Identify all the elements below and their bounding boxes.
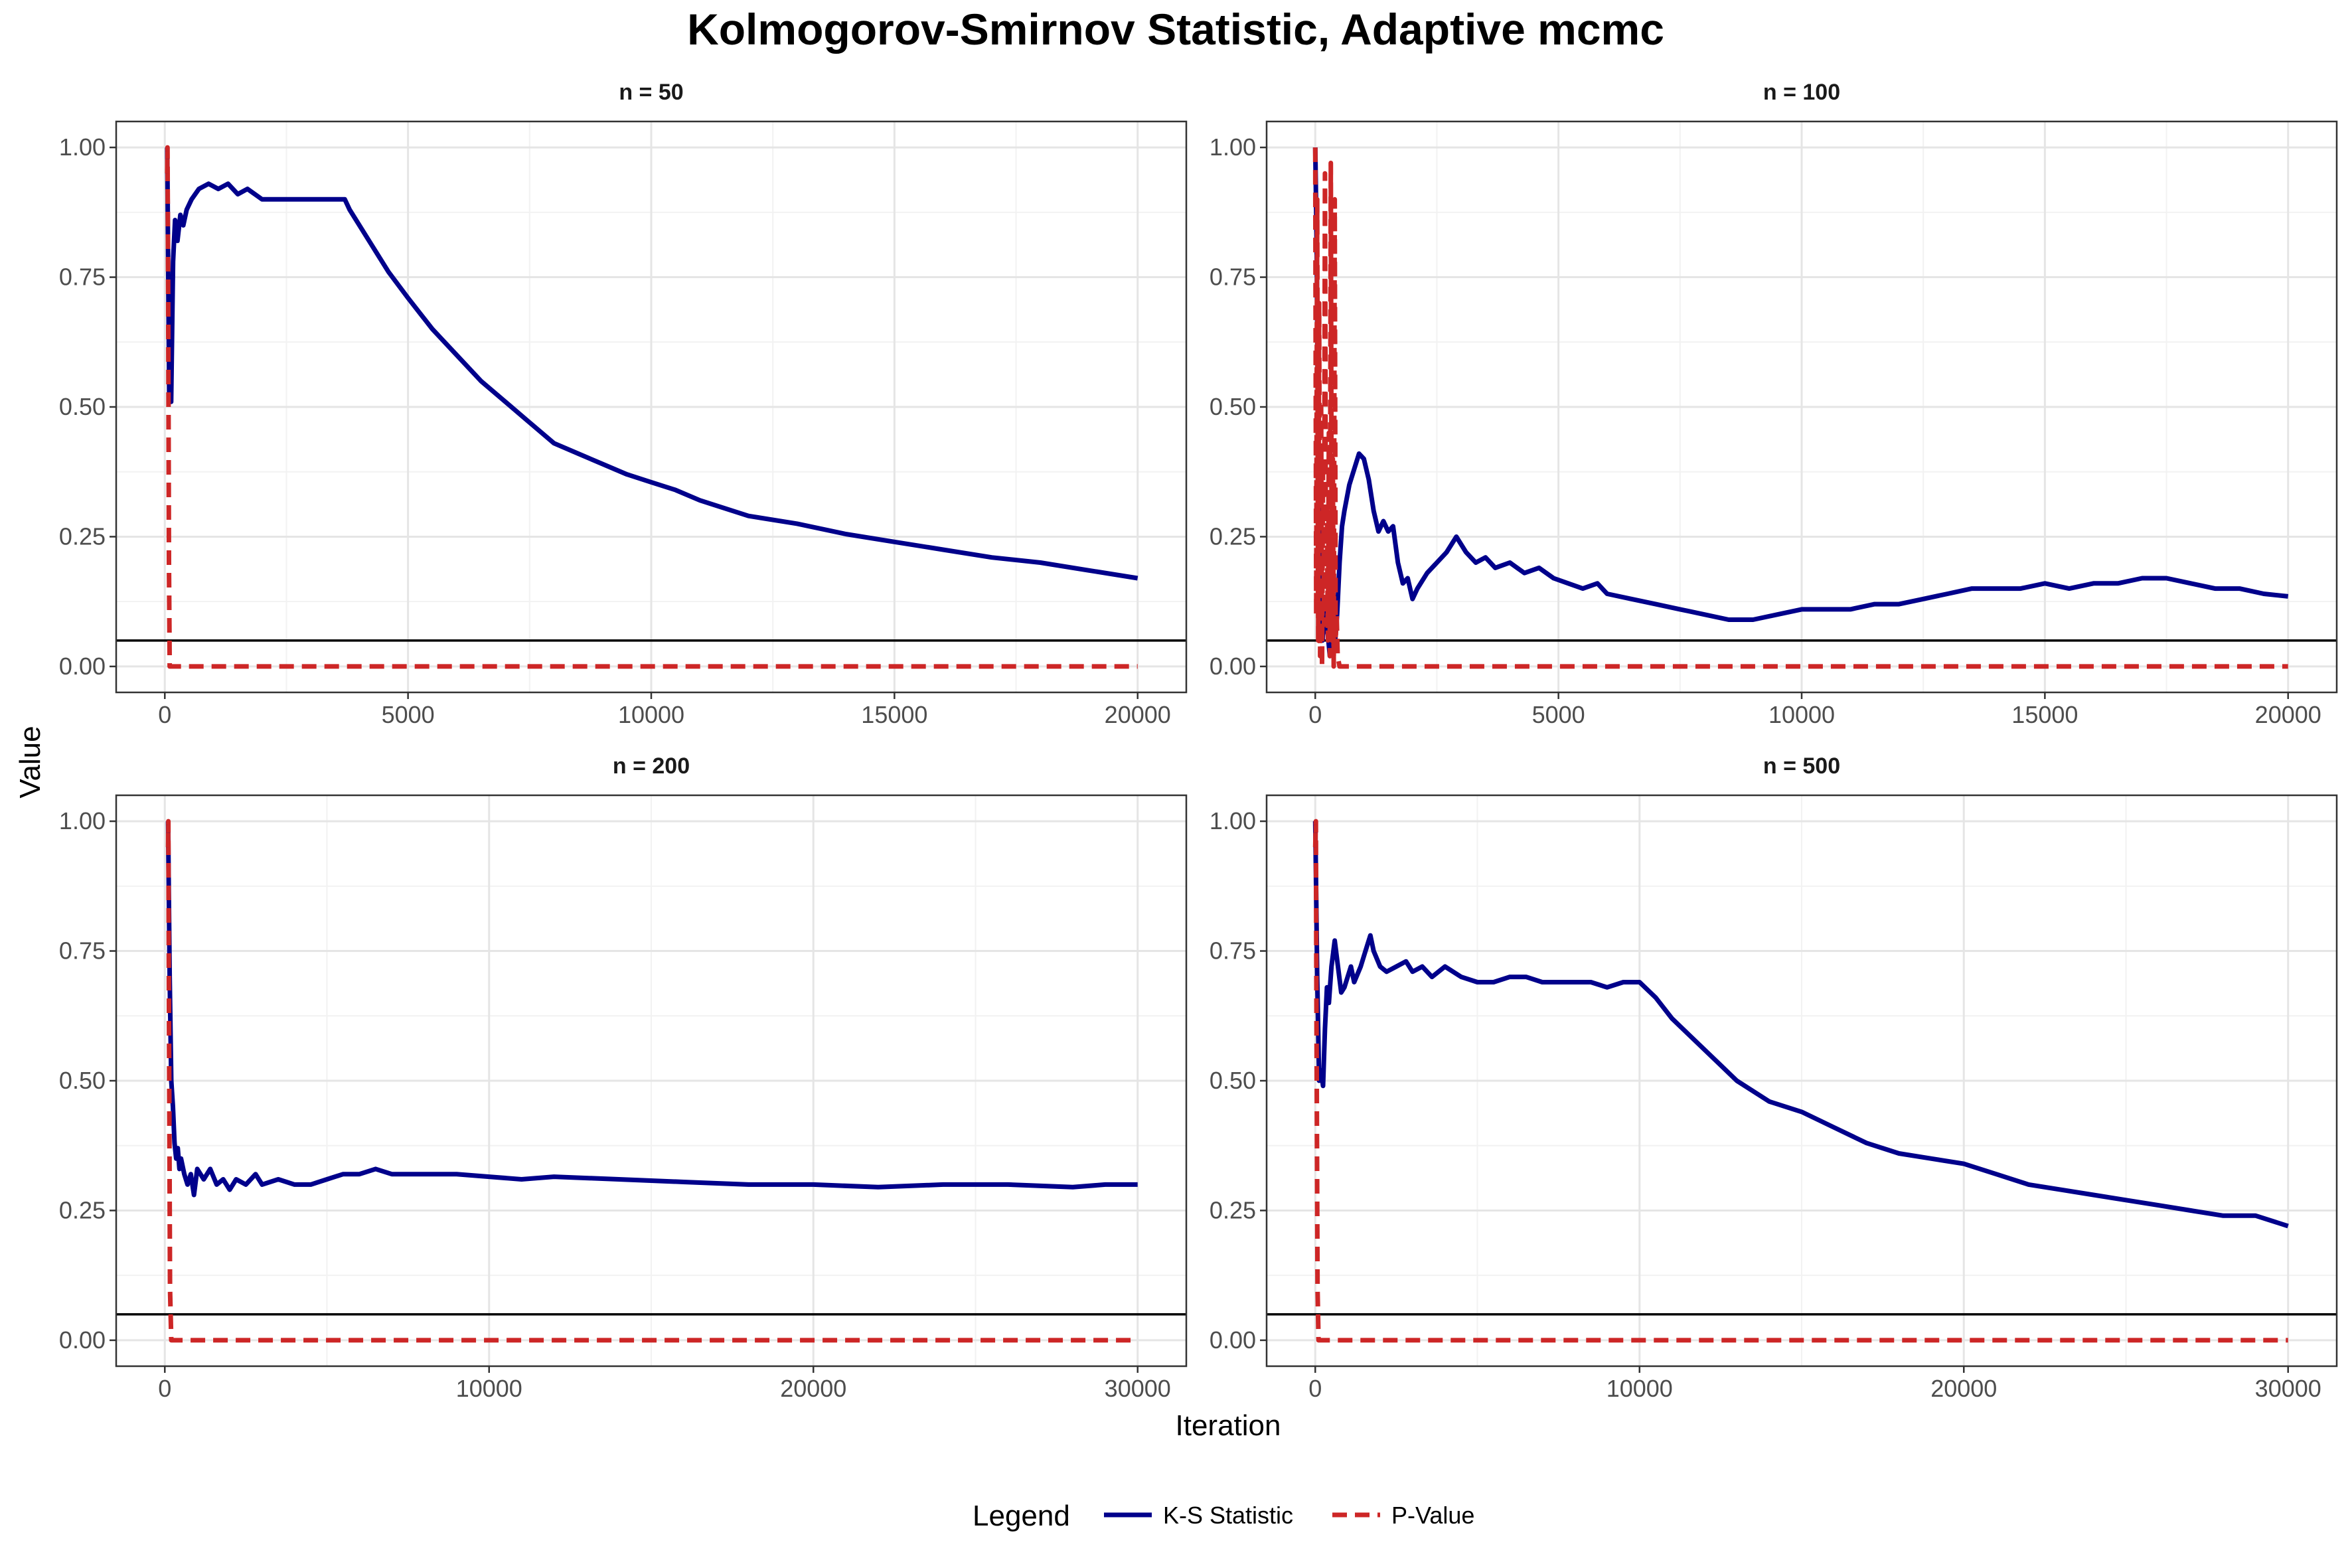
series-line-p-value bbox=[165, 819, 1138, 1343]
x-tick-label: 5000 bbox=[382, 701, 435, 728]
y-tick-label: 0.50 bbox=[59, 393, 106, 420]
x-tick-label: 10000 bbox=[618, 701, 684, 728]
series-line-p-value bbox=[1312, 147, 2288, 669]
x-tick-label: 20000 bbox=[1105, 701, 1171, 728]
x-tick-label: 30000 bbox=[2255, 1375, 2321, 1402]
y-tick-label: 1.00 bbox=[59, 807, 106, 834]
panel-strip-label: n = 500 bbox=[1763, 753, 1840, 779]
y-tick-label: 1.00 bbox=[1210, 807, 1256, 834]
x-tick-label: 20000 bbox=[2255, 701, 2321, 728]
panel-n-100: n = 100 0.00 0.25 0.50 0.75 1.00 0 5000 10000 150… bbox=[1210, 80, 2338, 728]
x-tick-label: 0 bbox=[1308, 701, 1322, 728]
series-line-k-s-statistic bbox=[1312, 147, 2289, 659]
y-tick-label: 0.00 bbox=[59, 653, 106, 680]
x-axis-label: Iteration bbox=[1176, 1409, 1281, 1442]
y-tick-label: 0.00 bbox=[1210, 653, 1256, 680]
panel-strip-label: n = 200 bbox=[613, 753, 690, 779]
series-line-p-value bbox=[1312, 819, 2288, 1343]
x-tick-label: 15000 bbox=[2011, 701, 2078, 728]
x-tick-label: 5000 bbox=[1532, 701, 1585, 728]
series-line-p-value bbox=[165, 145, 1138, 669]
panel-n-50: n = 50 0.00 0.25 0.50 0.75 1.00 0 5000 10000 1500… bbox=[59, 80, 1188, 728]
x-tick-label: 20000 bbox=[1930, 1375, 1997, 1402]
y-tick-label: 0.25 bbox=[1210, 1196, 1256, 1223]
panel-strip-label: n = 100 bbox=[1763, 80, 1840, 105]
series-line-k-s-statistic bbox=[1312, 821, 2289, 1229]
y-tick-label: 1.00 bbox=[59, 133, 106, 161]
y-tick-label: 0.75 bbox=[1210, 264, 1256, 291]
facet-panels: n = 50 0.00 0.25 0.50 0.75 1.00 0 5000 10000 1500… bbox=[59, 80, 2338, 1402]
x-tick-label: 0 bbox=[158, 701, 171, 728]
panel-strip-label: n = 50 bbox=[619, 80, 683, 105]
y-tick-label: 0.00 bbox=[59, 1326, 106, 1354]
y-axis-label: Value bbox=[14, 726, 46, 798]
x-tick-label: 15000 bbox=[861, 701, 927, 728]
y-tick-label: 0.75 bbox=[59, 264, 106, 291]
legend-title: Legend bbox=[973, 1500, 1070, 1532]
y-tick-label: 0.00 bbox=[1210, 1326, 1256, 1354]
series-line-k-s-statistic bbox=[165, 147, 1138, 581]
legend-label-p-value: P-Value bbox=[1391, 1502, 1474, 1529]
x-tick-label: 0 bbox=[158, 1375, 171, 1402]
y-tick-label: 0.50 bbox=[59, 1067, 106, 1094]
y-tick-label: 1.00 bbox=[1210, 133, 1256, 161]
chart-title: Kolmogorov-Smirnov Statistic, Adaptive m… bbox=[687, 5, 1664, 54]
legend: Legend K-S Statistic P-Value bbox=[973, 1500, 1474, 1532]
y-tick-label: 0.25 bbox=[59, 1196, 106, 1223]
y-tick-label: 0.50 bbox=[1210, 1067, 1256, 1094]
x-tick-label: 20000 bbox=[780, 1375, 846, 1402]
panel-n-200: n = 200 0.00 0.25 0.50 0.75 1.00 0 10000 20000 30… bbox=[59, 753, 1188, 1402]
x-tick-label: 10000 bbox=[456, 1375, 522, 1402]
y-tick-label: 0.75 bbox=[1210, 937, 1256, 965]
x-tick-label: 30000 bbox=[1105, 1375, 1171, 1402]
series-line-k-s-statistic bbox=[165, 821, 1138, 1198]
y-tick-label: 0.50 bbox=[1210, 393, 1256, 420]
x-tick-label: 10000 bbox=[1607, 1375, 1673, 1402]
y-tick-label: 0.25 bbox=[1210, 522, 1256, 550]
panel-n-500: n = 500 0.00 0.25 0.50 0.75 1.00 0 10000 20000 30… bbox=[1210, 753, 2338, 1402]
x-tick-label: 10000 bbox=[1768, 701, 1835, 728]
y-tick-label: 0.75 bbox=[59, 937, 106, 965]
x-tick-label: 0 bbox=[1308, 1375, 1322, 1402]
y-tick-label: 0.25 bbox=[59, 522, 106, 550]
legend-label-ks-statistic: K-S Statistic bbox=[1163, 1502, 1293, 1529]
